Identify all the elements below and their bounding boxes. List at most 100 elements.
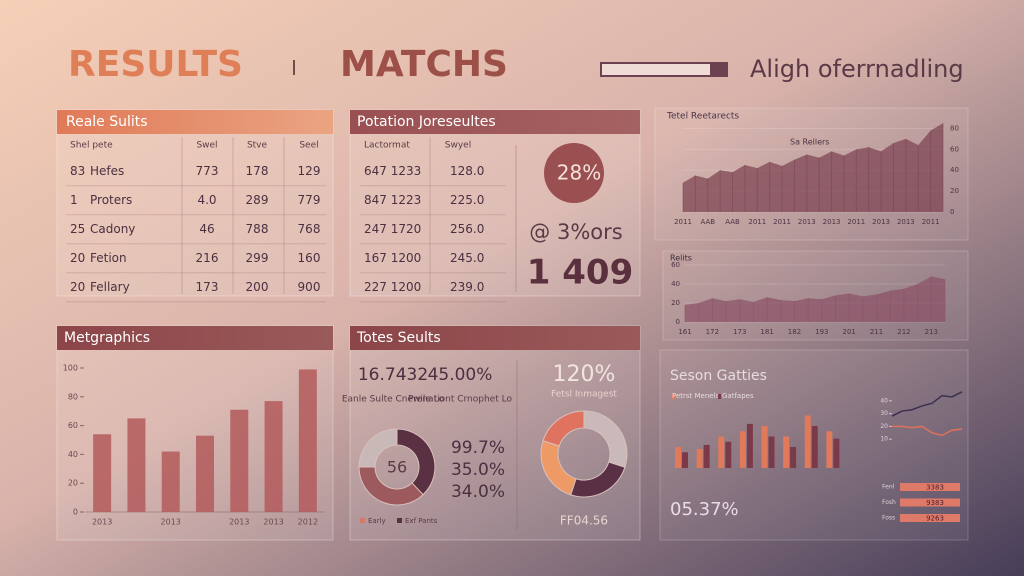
search-button[interactable] [710,64,726,75]
donut-segment [542,410,585,447]
percentage: 34.0% [451,482,505,502]
hbar-value: 9383 [926,499,944,507]
y-tick-label: 100 [63,364,78,373]
percentage: 35.0% [451,460,505,480]
hbar-value: 9263 [926,515,944,523]
y-tick-label: 20 [950,187,959,195]
line [891,391,963,417]
cell: 779 [298,193,321,207]
cell: Fellary [90,280,130,294]
panel [56,109,334,297]
cell: 129 [298,164,321,178]
bar [768,436,775,468]
cell: 247 1720 [364,222,421,236]
x-tick-label: 173 [733,328,746,336]
donut-center: 56 [387,458,407,477]
column-header: Stve [247,141,268,151]
cell: 1 [70,193,78,207]
y-tick-label: 80 [68,392,78,401]
stat-small: @ 3%ors [529,220,622,244]
cell: 289 [246,193,269,207]
hbar-value: 3383 [926,484,944,492]
panel-title: Relits [670,254,692,263]
y-tick-label: 0 [73,508,78,517]
donut-segment [358,428,398,468]
x-tick-label: 2011 [847,218,865,226]
cell: 200 [246,280,269,294]
panel-title: Potation Joreseultes [357,114,496,130]
y-tick-label: 30 [880,410,888,417]
cell: 299 [246,251,269,265]
cell: 225.0 [450,193,484,207]
bar [761,426,768,468]
legend-swatch [397,518,402,523]
panel-title: Metgraphics [64,330,150,346]
title-left: RESULTS [68,44,243,85]
cell: 167 1200 [364,251,421,265]
hbar [900,514,960,522]
stat-value: 16.7432 [358,365,428,385]
bar [783,436,790,468]
cell: 83 [70,164,85,178]
side-label: Fetsl Inmagest [551,390,617,400]
x-tick-label: 2013 [897,218,915,226]
y-tick-label: 10 [880,436,888,443]
side-footer: FF04.56 [560,514,608,528]
x-tick-label: 2013 [229,518,249,527]
area-fill [685,276,945,322]
cell: Hefes [90,164,124,178]
cell: 20 [70,251,85,265]
y-tick-label: 20 [68,479,78,488]
x-tick-label: 211 [870,328,883,336]
title-right: MATCHS [340,44,508,85]
cell: 900 [298,280,321,294]
cell: 178 [246,164,269,178]
bar [230,409,249,512]
panel-header [57,326,333,350]
x-tick-label: 2013 [263,518,283,527]
y-tick-label: 60 [68,421,78,430]
cell: 4.0 [197,193,216,207]
cell: 128.0 [450,164,484,178]
hbar [900,498,960,507]
bar [826,431,833,468]
y-tick-label: 0 [676,318,680,326]
cell: Proters [90,193,132,207]
panel-title: Reale Sulits [66,114,148,130]
bar [811,426,818,468]
x-tick-label: 193 [815,328,828,336]
y-tick-label: 60 [671,261,680,269]
x-tick-label: 161 [678,328,691,336]
cell: Fetion [90,251,127,265]
x-tick-label: 2011 [773,218,791,226]
cell: 227 1200 [364,280,421,294]
search-bar[interactable] [600,62,728,77]
column-header: Swel [196,141,217,151]
x-tick-label: 2013 [92,518,112,527]
line [892,425,963,437]
cell: 173 [196,280,219,294]
stat-label: Prenationt Crnophet Lo [408,395,512,405]
column-header: Seel [299,141,318,151]
badge-text: 28% [557,161,601,185]
bar [833,438,840,468]
panel-header [350,110,640,134]
legend-label: Gatfapes [722,392,754,400]
bar [682,452,688,468]
x-tick-label: 2013 [161,518,181,527]
y-tick-label: 0 [950,208,954,216]
x-tick-label: 2011 [674,218,692,226]
x-tick-label: 182 [788,328,801,336]
cell: 768 [298,222,321,236]
cell: 20 [70,280,85,294]
x-tick-label: 2012 [298,518,318,527]
x-tick-label: 213 [925,328,938,336]
cell: Cadony [90,222,135,236]
legend-swatch [672,394,675,399]
stat: 05.37% [670,499,739,520]
bar [703,444,710,468]
hbar-label: Foss [882,515,895,522]
cell: 847 1223 [364,193,421,207]
hbar-label: Fenl [882,484,895,491]
